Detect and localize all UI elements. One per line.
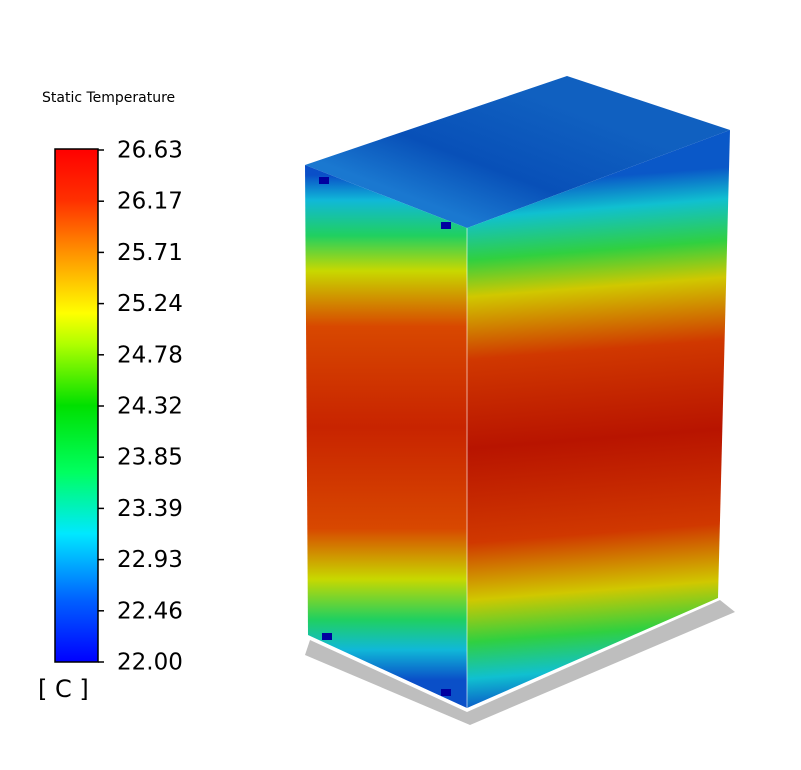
marker [441,689,451,696]
tick-label: 22.46 [117,598,183,624]
tick-label: 25.71 [117,240,183,266]
unit-label: [ C ] [38,675,89,703]
marker [322,633,332,640]
tick-label: 26.63 [117,138,183,164]
tick-group: 26.63 26.17 25.71 25.24 24.78 24.32 23.85 23.39… [98,138,183,676]
color-bar [54,148,99,663]
marker [319,177,329,184]
tick-label: 26.17 [117,189,183,215]
box-model [305,76,735,725]
tick-label: 22.93 [117,547,183,573]
tick-label: 25.24 [117,291,183,317]
marker [441,222,451,229]
tick-label: 22.00 [117,650,183,676]
tick-label: 23.85 [117,445,183,471]
tick-label: 24.32 [117,394,183,420]
left-face [305,165,467,708]
tick-label: 24.78 [117,342,183,368]
tick-label: 23.39 [117,496,183,522]
shadow [305,600,735,725]
top-face [305,76,730,228]
right-face [467,130,730,708]
legend-title: Static Temperature [42,90,175,106]
